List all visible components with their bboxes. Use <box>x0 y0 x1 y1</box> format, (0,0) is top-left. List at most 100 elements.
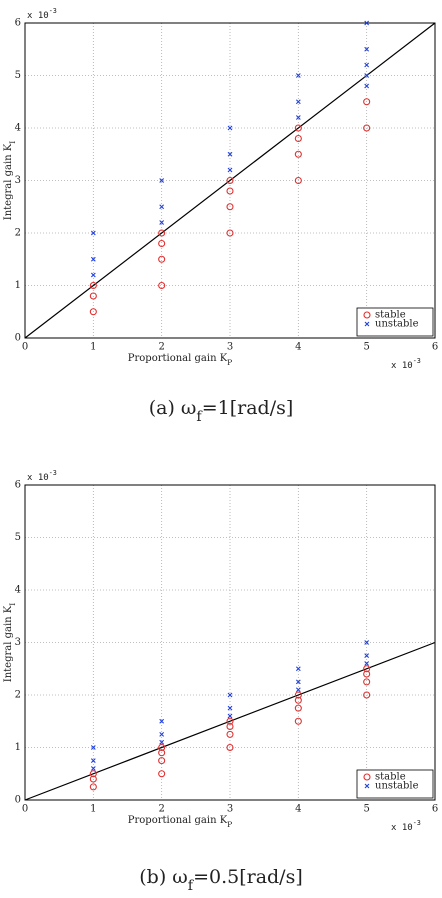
unstable-marker <box>295 679 301 685</box>
unstable-marker <box>159 718 165 724</box>
x-axis-label-part: Proportional gain K <box>128 353 228 364</box>
y-tick-label: 4 <box>15 585 21 596</box>
x-axis-label-part: Proportional gain K <box>128 815 228 826</box>
caption: (b) ωf=0.5[rad/s] <box>139 866 303 894</box>
y-axis-label-part: I <box>8 603 17 606</box>
legend-label: unstable <box>375 319 419 330</box>
y-multiplier-part: -3 <box>49 469 57 477</box>
unstable-marker <box>364 83 370 89</box>
caption-part: =1[rad/s] <box>202 397 294 419</box>
x-multiplier: x 10-3 <box>391 819 421 833</box>
y-tick-label: 6 <box>15 480 21 491</box>
stable-marker <box>226 176 234 185</box>
unstable-marker <box>90 766 96 771</box>
legend-marker <box>364 321 370 327</box>
boundary-line <box>24 641 436 801</box>
unstable-marker <box>227 151 233 157</box>
x-axis-label-part: P <box>227 820 232 829</box>
y-multiplier-part: x 10 <box>27 473 49 483</box>
stable-marker <box>294 150 302 158</box>
unstable-marker <box>159 220 165 225</box>
unstable-marker <box>90 256 96 262</box>
stable-marker <box>89 292 97 300</box>
unstable-marker <box>227 692 233 698</box>
stable-marker <box>294 696 302 704</box>
stable-marker <box>294 717 302 725</box>
y-multiplier: x 10-3 <box>27 469 57 483</box>
stable-marker <box>226 717 234 725</box>
stable-marker <box>158 757 166 765</box>
stable-marker <box>158 229 166 237</box>
y-tick-label: 0 <box>15 333 21 344</box>
caption-part: =0.5[rad/s] <box>193 866 303 888</box>
stable-marker <box>226 722 234 731</box>
stable-marker <box>294 704 302 712</box>
unstable-marker <box>90 758 96 764</box>
unstable-marker <box>295 99 301 105</box>
stable-marker <box>363 670 371 678</box>
x-axis-label: Proportional gain KP <box>128 353 232 367</box>
x-tick-label: 0 <box>22 804 28 815</box>
x-tick-label: 0 <box>22 342 28 353</box>
caption-part: (a) ω <box>149 397 197 419</box>
unstable-marker <box>295 73 301 78</box>
y-tick-label: 1 <box>15 280 21 291</box>
stable-marker <box>226 229 234 237</box>
x-axis-label: Proportional gain KP <box>128 815 232 829</box>
x-tick-label: 2 <box>158 342 164 353</box>
unstable-marker <box>227 713 233 719</box>
stable-marker <box>158 281 166 290</box>
x-tick-label: 5 <box>363 804 369 815</box>
stable-marker <box>294 691 302 699</box>
unstable-marker <box>159 178 165 183</box>
stable-marker <box>226 730 234 738</box>
stable-marker <box>363 124 371 132</box>
unstable-marker <box>364 661 370 666</box>
y-tick-label: 2 <box>15 690 21 701</box>
y-axis-label-part: Integral gain K <box>3 143 14 220</box>
unstable-marker <box>227 167 233 173</box>
unstable-marker <box>227 125 233 131</box>
stable-marker <box>89 775 97 783</box>
caption-part: (b) ω <box>139 866 188 888</box>
legend-label: unstable <box>375 781 419 792</box>
x-tick-label: 4 <box>295 342 301 353</box>
y-multiplier: x 10-3 <box>27 7 57 21</box>
unstable-marker <box>295 666 301 672</box>
x-multiplier-part: -3 <box>413 819 421 827</box>
unstable-marker <box>364 46 370 52</box>
y-tick-label: 1 <box>15 742 21 753</box>
unstable-marker <box>295 687 301 693</box>
x-multiplier-part: -3 <box>413 357 421 365</box>
stable-marker <box>226 743 234 752</box>
x-multiplier-part: x 10 <box>391 361 413 371</box>
unstable-marker <box>364 73 370 78</box>
y-tick-label: 5 <box>15 70 21 81</box>
x-axis-label-part: P <box>227 358 232 367</box>
x-tick-label: 3 <box>227 804 233 815</box>
stable-marker <box>89 281 97 290</box>
stable-marker <box>158 239 166 248</box>
stable-marker <box>294 134 302 143</box>
unstable-marker <box>295 115 301 120</box>
x-tick-label: 5 <box>363 342 369 353</box>
caption-part: f <box>188 878 195 894</box>
x-multiplier-part: x 10 <box>391 823 413 833</box>
unstable-marker <box>364 20 370 26</box>
stable-marker <box>363 665 371 673</box>
unstable-marker <box>364 640 370 645</box>
stable-marker <box>226 203 234 211</box>
legend-marker <box>364 783 370 789</box>
legend-marker <box>363 311 371 319</box>
y-axis-label-part: I <box>8 141 17 144</box>
stable-marker <box>226 187 234 195</box>
stable-marker <box>89 308 97 316</box>
y-axis-label: Integral gain KI <box>3 141 17 221</box>
x-tick-label: 1 <box>90 342 96 353</box>
stable-marker <box>158 770 166 778</box>
x-tick-label: 6 <box>432 804 438 815</box>
unstable-marker <box>364 653 370 659</box>
y-tick-label: 4 <box>15 123 21 134</box>
stable-marker <box>363 678 371 686</box>
